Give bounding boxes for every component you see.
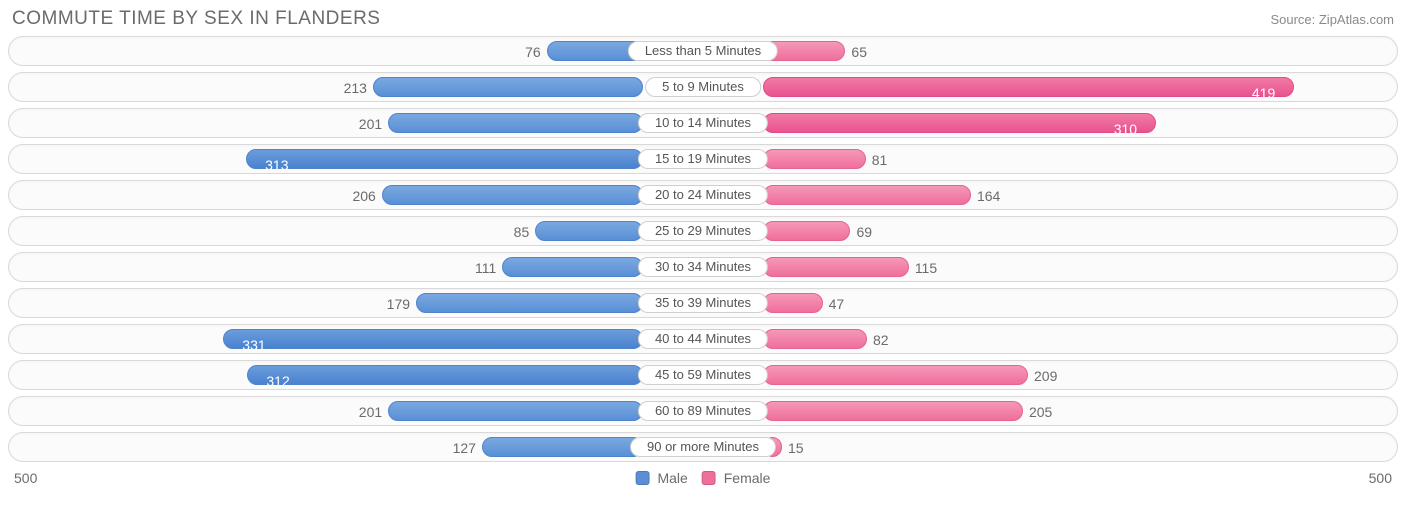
data-row: 206 164 20 to 24 Minutes [8,180,1398,210]
category-pill: 35 to 39 Minutes [638,293,768,313]
data-row: 76 65 Less than 5 Minutes [8,36,1398,66]
axis-max-left: 500 [14,470,37,486]
chart-header: COMMUTE TIME BY SEX IN FLANDERS Source: … [8,8,1398,36]
data-row: 312 209 45 to 59 Minutes [8,360,1398,390]
category-pill: 10 to 14 Minutes [638,113,768,133]
data-row: 201 31010 to 14 Minutes [8,108,1398,138]
legend-male: Male [636,470,688,486]
male-value: 312 [256,366,299,396]
male-bar [388,113,643,133]
female-value: 82 [873,325,889,355]
category-pill: 60 to 89 Minutes [638,401,768,421]
category-pill: 30 to 34 Minutes [638,257,768,277]
male-value: 127 [453,433,476,463]
female-value: 205 [1029,397,1052,427]
category-pill: 5 to 9 Minutes [645,77,761,97]
category-pill: 45 to 59 Minutes [638,365,768,385]
female-value: 65 [851,37,867,67]
female-bar: 310 [763,113,1156,133]
category-pill: 90 or more Minutes [630,437,776,457]
male-value: 201 [359,397,382,427]
male-value: 313 [255,150,298,180]
male-value: 111 [475,253,496,283]
chart-source: Source: ZipAtlas.com [1270,12,1394,27]
diverging-bar-chart: 7665Less than 5 Minutes2134195 to 9 Minu… [8,36,1398,462]
male-swatch-icon [636,471,650,485]
male-value: 201 [359,109,382,139]
female-swatch-icon [702,471,716,485]
female-value: 69 [856,217,872,247]
female-value: 164 [977,181,1000,211]
male-bar: 312 [247,365,643,385]
male-value: 85 [514,217,530,247]
female-value: 15 [788,433,804,463]
male-bar [382,185,643,205]
male-bar: 313 [246,149,643,169]
axis-max-right: 500 [1369,470,1392,486]
category-pill: Less than 5 Minutes [628,41,778,61]
female-bar [763,149,866,169]
male-value: 331 [232,330,275,360]
female-bar [763,185,971,205]
female-bar [763,329,867,349]
male-bar [373,77,643,97]
data-row: 179 47 35 to 39 Minutes [8,288,1398,318]
female-value: 115 [915,253,937,283]
category-pill: 40 to 44 Minutes [638,329,768,349]
male-value: 76 [525,37,541,67]
data-row: 111 115 30 to 34 Minutes [8,252,1398,282]
category-pill: 15 to 19 Minutes [638,149,768,169]
legend-female: Female [702,470,771,486]
male-bar [502,257,643,277]
data-row: 201 205 60 to 89 Minutes [8,396,1398,426]
female-bar [763,365,1028,385]
chart-title: COMMUTE TIME BY SEX IN FLANDERS [12,8,380,30]
female-value: 47 [829,289,845,319]
legend-male-label: Male [657,470,687,486]
male-bar [535,221,643,241]
data-row: 331 82 40 to 44 Minutes [8,324,1398,354]
legend-female-label: Female [724,470,771,486]
male-value: 213 [344,73,367,103]
data-row: 127 15 90 or more Minutes [8,432,1398,462]
female-value: 81 [872,145,888,175]
male-value: 179 [387,289,410,319]
female-value: 419 [1242,78,1285,108]
data-row: 313 81 15 to 19 Minutes [8,144,1398,174]
male-bar: 331 [223,329,643,349]
category-pill: 25 to 29 Minutes [638,221,768,241]
data-row: 213 4195 to 9 Minutes [8,72,1398,102]
legend: Male Female [636,470,771,486]
female-bar: 419 [763,77,1294,97]
male-value: 206 [352,181,375,211]
category-pill: 20 to 24 Minutes [638,185,768,205]
female-bar [763,401,1023,421]
male-bar [482,437,643,457]
male-bar [416,293,643,313]
female-bar [763,221,850,241]
female-bar [763,257,909,277]
data-row: 85 69 25 to 29 Minutes [8,216,1398,246]
female-value: 310 [1104,114,1147,144]
female-bar [763,293,823,313]
male-bar [388,401,643,421]
female-value: 209 [1034,361,1057,391]
chart-footer: 500 Male Female 500 [8,468,1398,490]
